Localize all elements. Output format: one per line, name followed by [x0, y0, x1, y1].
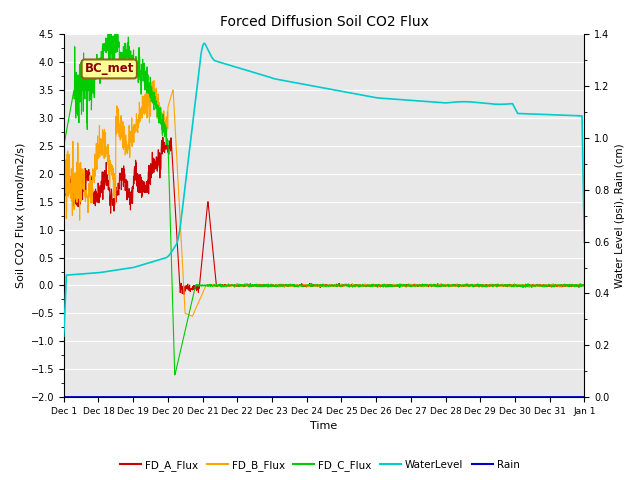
Legend: FD_A_Flux, FD_B_Flux, FD_C_Flux, WaterLevel, Rain: FD_A_Flux, FD_B_Flux, FD_C_Flux, WaterLe…	[116, 456, 524, 475]
Title: Forced Diffusion Soil CO2 Flux: Forced Diffusion Soil CO2 Flux	[220, 15, 429, 29]
Text: BC_met: BC_met	[84, 62, 134, 75]
Y-axis label: Soil CO2 Flux (umol/m2/s): Soil CO2 Flux (umol/m2/s)	[15, 143, 25, 288]
Y-axis label: Water Level (psi), Rain (cm): Water Level (psi), Rain (cm)	[615, 144, 625, 288]
X-axis label: Time: Time	[310, 421, 338, 432]
